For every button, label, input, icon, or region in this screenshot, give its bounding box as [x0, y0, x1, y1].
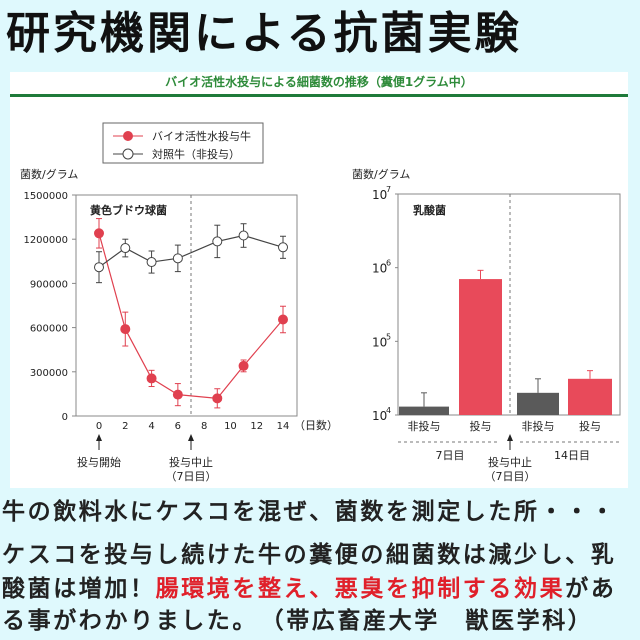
y-tick-exponent: 4: [386, 406, 391, 415]
left-xlabel: （日数）: [294, 419, 338, 432]
text-line-3-start: 酸菌は増加！: [2, 576, 156, 602]
y-tick-label: 1200000: [23, 235, 68, 246]
text-line-3: 酸菌は増加！腸環境を整え、悪臭を抑制する効果があ: [2, 573, 616, 605]
y-tick-label: 10: [372, 335, 387, 349]
bar: [459, 279, 502, 415]
category-label: 投与: [579, 419, 601, 433]
y-tick-label: 1500000: [23, 191, 68, 202]
data-point: [172, 389, 183, 400]
x-tick-label: 4: [148, 421, 154, 432]
chart-subtitle: バイオ活性水投与による細菌数の推移（糞便1グラム中）: [165, 75, 473, 89]
annotation-label: 投与中止: [169, 455, 213, 469]
legend-label-control: 対照牛（非投与）: [152, 147, 240, 161]
bar: [399, 406, 449, 415]
left-plot-frame: [75, 194, 298, 417]
y-tick-exponent: 6: [386, 259, 391, 268]
right-plot-frame: [397, 193, 621, 416]
arrow-head-icon: [96, 434, 102, 441]
text-line-1: 牛の飲料水にケスコを混ぜ、菌数を測定した所・・・: [2, 499, 617, 525]
page-title: 研究機関による抗菌実験: [6, 8, 522, 59]
x-tick-label: 0: [96, 421, 102, 432]
left-chart-title: 黄色ブドウ球菌: [90, 203, 167, 217]
text-line-4: る事がわかりました。 （帯広畜産大学 獣医学科）: [2, 608, 594, 634]
y-tick-label: 10: [372, 188, 387, 202]
annotation-label: 投与開始: [77, 455, 121, 469]
category-label: 非投与: [408, 419, 441, 433]
x-tick-label: 2: [122, 421, 128, 432]
annotation-label: 投与中止: [488, 455, 532, 469]
text-line-3-end: があ: [565, 576, 617, 602]
y-tick-label: 900000: [30, 279, 68, 290]
x-tick-label: 8: [201, 421, 207, 432]
y-tick-exponent: 7: [386, 185, 391, 194]
y-tick-label: 10: [372, 409, 387, 423]
y-tick-exponent: 5: [386, 332, 391, 341]
data-point: [238, 230, 249, 241]
data-point: [146, 257, 157, 268]
bar: [568, 378, 612, 415]
data-point: [120, 243, 131, 254]
annotation-sublabel: （7日目）: [485, 470, 536, 483]
highlight-text: 腸環境を整え、悪臭を抑制する効果: [155, 576, 566, 602]
data-point: [278, 314, 289, 325]
x-tick-label: 6: [175, 421, 181, 432]
data-point: [146, 373, 157, 384]
data-point: [212, 393, 223, 404]
data-point: [278, 242, 289, 253]
data-point: [212, 236, 223, 247]
x-tick-label: 14: [277, 421, 290, 432]
arrow-head-icon: [507, 434, 513, 441]
legend-marker-control: [122, 148, 134, 160]
y-tick-label: 600000: [30, 324, 68, 335]
group-label: 14日目: [554, 449, 590, 462]
y-tick-label: 10: [372, 262, 387, 276]
category-label: 投与: [470, 419, 492, 433]
data-point: [238, 360, 249, 371]
data-point: [94, 262, 104, 273]
group-label: 7日目: [436, 449, 465, 462]
text-line-2: ケスコを投与し続けた牛の糞便の細菌数は減少し、乳: [2, 542, 617, 568]
legend-marker-treated: [123, 131, 133, 141]
arrow-head-icon: [188, 434, 195, 441]
right-chart-title: 乳酸菌: [413, 203, 446, 217]
divider: [10, 94, 628, 97]
x-tick-label: 12: [250, 421, 263, 432]
right-ylabel: 菌数/グラム: [352, 167, 410, 181]
bar: [517, 392, 559, 415]
x-tick-label: 10: [224, 421, 237, 432]
annotation-sublabel: （7日目）: [166, 470, 217, 483]
data-point: [94, 228, 104, 239]
data-point: [172, 253, 183, 264]
legend-label-treated: バイオ活性水投与牛: [152, 129, 251, 143]
y-tick-label: 0: [62, 412, 68, 423]
y-tick-label: 300000: [30, 368, 68, 379]
data-point: [120, 324, 131, 335]
left-ylabel: 菌数/グラム: [20, 167, 78, 181]
category-label: 非投与: [522, 419, 555, 433]
